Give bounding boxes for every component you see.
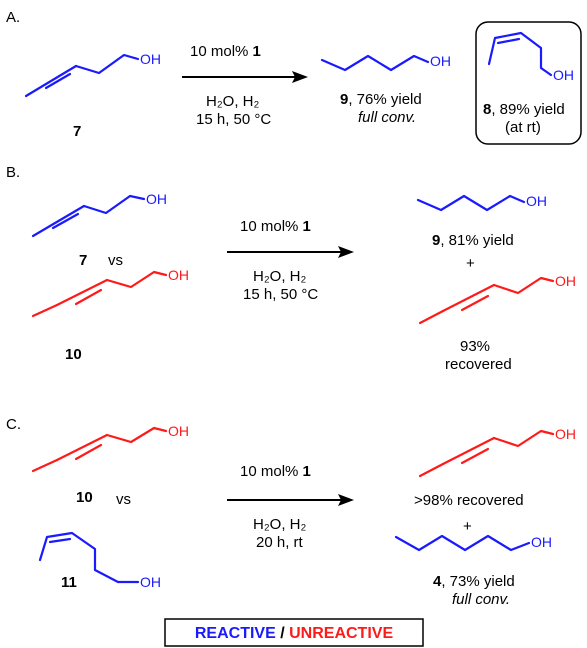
vs-label-c: vs	[116, 491, 131, 508]
panel-c-product-yield: 4, 73% yield	[433, 573, 515, 590]
molecule-10-recovered-c: OH	[418, 426, 576, 478]
compound-7-label: 7	[73, 123, 81, 140]
panel-b-product-yield: 9, 81% yield	[432, 232, 514, 249]
oh-label: OH	[168, 423, 189, 439]
molecule-10-panel-c: OH	[31, 423, 189, 473]
panel-c-recovered: >98% recovered	[414, 492, 524, 509]
panel-b-recovered-pct: 93%	[460, 338, 490, 355]
oh-label: OH	[526, 193, 547, 209]
oh-label: OH	[555, 426, 576, 442]
compound-10-label-c: 10	[76, 489, 93, 506]
legend-box	[164, 618, 424, 647]
legend-reactive: REACTIVE	[195, 625, 276, 642]
panel-c-time-temp: 20 h, rt	[256, 534, 304, 551]
legend-text: REACTIVE / UNREACTIVE	[195, 625, 394, 642]
oh-label: OH	[531, 534, 552, 550]
molecule-11: OH	[38, 531, 161, 590]
panel-b-solvent: H₂O, H₂	[253, 268, 306, 285]
panel-c-letter: C.	[6, 416, 21, 433]
compound-10-label-b: 10	[65, 346, 82, 363]
vs-label-b: vs	[108, 252, 123, 269]
panel-a-catalyst: 10 mol% 1	[190, 43, 261, 60]
compound-8-note: (at rt)	[505, 119, 541, 136]
panel-a-product-yield: 9, 76% yield	[340, 91, 422, 108]
reaction-arrow-b	[227, 246, 354, 258]
oh-label: OH	[168, 267, 189, 283]
molecule-10-recovered-b: OH	[418, 273, 576, 325]
molecule-7-panel-b: OH	[31, 191, 167, 238]
reaction-arrow-a	[182, 71, 308, 83]
oh-label: OH	[430, 53, 451, 69]
molecule-10-panel-b: OH	[31, 267, 189, 318]
panel-b-letter: B.	[6, 164, 20, 181]
molecule-4: OH	[394, 534, 552, 552]
compound-8-yield: 8, 89% yield	[483, 101, 565, 118]
panel-b-catalyst: 10 mol% 1	[240, 218, 311, 235]
plus-sign-c: +	[463, 518, 472, 535]
panel-b-recovered-word: recovered	[445, 356, 512, 373]
oh-label: OH	[140, 51, 161, 67]
molecule-9-panel-a: OH	[320, 53, 451, 72]
compound-8-box	[475, 21, 582, 145]
compound-7-label-b: 7	[79, 252, 87, 269]
panel-c-catalyst: 10 mol% 1	[240, 463, 311, 480]
panel-a-letter: A.	[6, 9, 20, 26]
panel-c-conversion: full conv.	[452, 591, 510, 608]
oh-label: OH	[555, 273, 576, 289]
legend-separator: /	[276, 625, 289, 642]
molecule-9-panel-b: OH	[416, 193, 547, 212]
reaction-arrow-c	[227, 494, 354, 506]
panel-a-conversion: full conv.	[358, 109, 416, 126]
molecule-8: OH	[487, 31, 574, 83]
molecule-7-panel-a: OH	[24, 51, 161, 98]
oh-label: OH	[146, 191, 167, 207]
compound-11-label: 11	[61, 574, 77, 591]
oh-label: OH	[140, 574, 161, 590]
panel-a-time-temp: 15 h, 50 °C	[196, 111, 271, 128]
panel-b-time-temp: 15 h, 50 °C	[243, 286, 318, 303]
oh-label: OH	[553, 67, 574, 83]
panel-c-solvent: H₂O, H₂	[253, 516, 306, 533]
panel-a-solvent: H₂O, H₂	[206, 93, 259, 110]
plus-sign-b: +	[466, 255, 475, 272]
legend-unreactive: UNREACTIVE	[289, 625, 393, 642]
